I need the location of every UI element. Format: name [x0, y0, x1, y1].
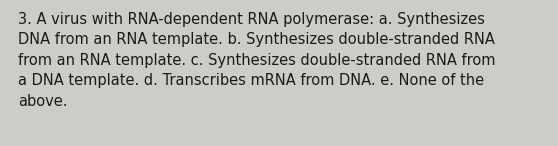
Text: 3. A virus with RNA-dependent RNA polymerase: a. Synthesizes
DNA from an RNA tem: 3. A virus with RNA-dependent RNA polyme…: [18, 12, 496, 109]
